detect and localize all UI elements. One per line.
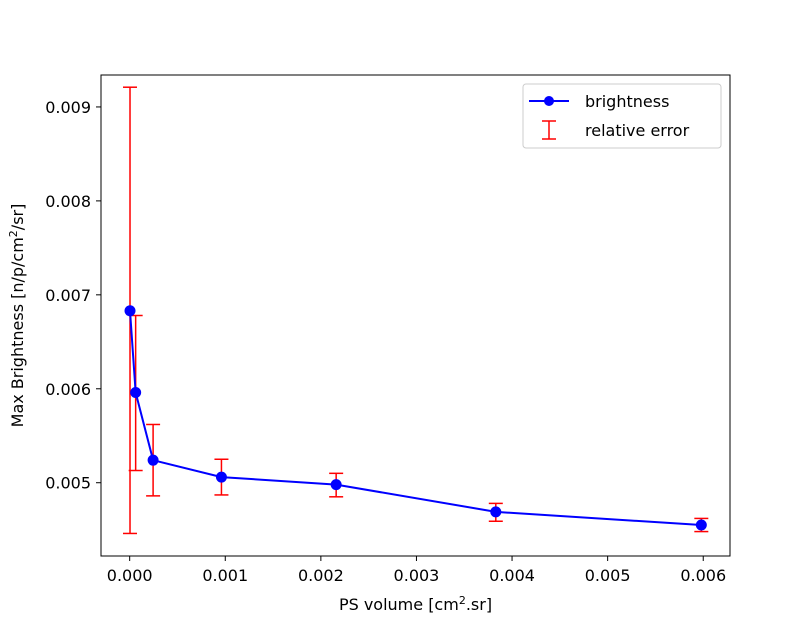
x-tick-label: 0.005 xyxy=(585,566,631,585)
x-tick-label: 0.003 xyxy=(394,566,440,585)
data-point xyxy=(215,471,227,483)
legend: brightness relative error xyxy=(522,83,722,149)
y-axis-ticks: 0.005 0.006 0.007 0.008 0.009 xyxy=(45,98,101,493)
legend-label: relative error xyxy=(585,121,690,140)
x-tick-label: 0.002 xyxy=(298,566,344,585)
plot-frame xyxy=(100,74,731,557)
y-tick-label: 0.009 xyxy=(45,98,91,117)
legend-errorbar-swatch xyxy=(542,120,556,140)
data-point xyxy=(124,305,136,317)
x-axis-label: PS volume [cm2.sr] xyxy=(339,594,492,615)
x-axis-ticks: 0.000 0.001 0.002 0.003 0.004 0.005 0.006 xyxy=(107,556,726,585)
legend-box xyxy=(522,83,722,149)
legend-entry-relative-error: relative error xyxy=(542,120,690,140)
x-tick-label: 0.006 xyxy=(680,566,726,585)
y-axis-label: Max Brightness [n/p/cm2/sr] xyxy=(7,204,28,428)
data-point xyxy=(130,387,142,399)
legend-entry-brightness: brightness xyxy=(529,92,669,111)
data-point xyxy=(695,519,707,531)
y-tick-label: 0.008 xyxy=(45,192,91,211)
y-tick-label: 0.006 xyxy=(45,380,91,399)
y-tick-label: 0.005 xyxy=(45,474,91,493)
data-point xyxy=(147,454,159,466)
x-tick-label: 0.001 xyxy=(202,566,248,585)
data-point xyxy=(330,479,342,491)
marker-group xyxy=(124,305,707,531)
legend-marker-swatch xyxy=(544,96,554,106)
y-tick-label: 0.007 xyxy=(45,286,91,305)
legend-label: brightness xyxy=(585,92,669,111)
x-tick-label: 0.004 xyxy=(489,566,535,585)
plot-area xyxy=(101,75,730,556)
x-tick-label: 0.000 xyxy=(107,566,153,585)
data-point xyxy=(490,506,502,518)
